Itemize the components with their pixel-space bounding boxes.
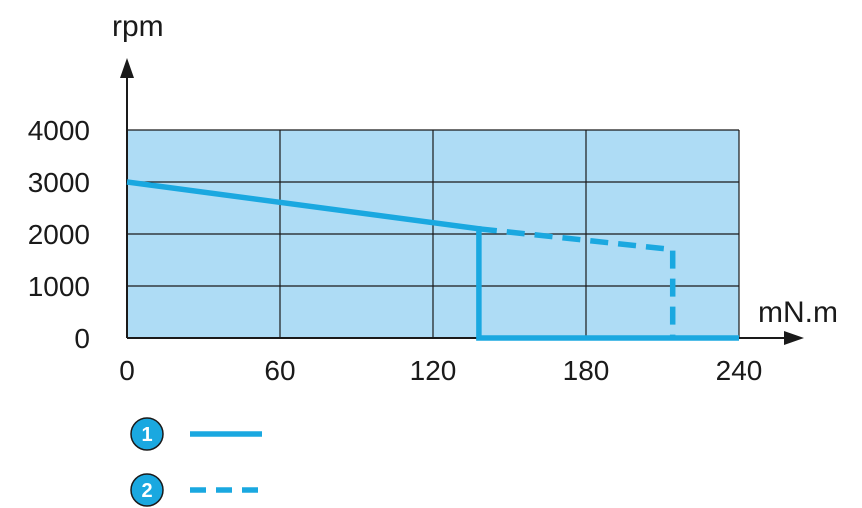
legend: 12	[130, 417, 262, 507]
series-layer	[126, 179, 739, 341]
legend-badge	[130, 417, 164, 451]
legend-badge-number: 2	[141, 480, 152, 502]
tick-labels: 0 1000 2000 3000 4000 0 60 120 180 240	[28, 115, 763, 386]
y-axis-arrow	[120, 58, 134, 78]
legend-badge-number: 1	[141, 424, 152, 446]
x-axis-arrow	[784, 331, 804, 345]
x-tick-label: 60	[264, 355, 295, 386]
series-line-2	[478, 226, 676, 338]
legend-badge	[130, 473, 164, 507]
y-tick-label: 0	[74, 323, 90, 354]
x-axis-label: mN.m	[758, 296, 838, 329]
x-tick-label: 120	[410, 355, 457, 386]
x-tick-label: 180	[563, 355, 610, 386]
x-tick-label: 0	[119, 355, 135, 386]
series-line-1	[126, 179, 739, 341]
y-axis-label: rpm	[112, 10, 164, 43]
y-tick-label: 4000	[28, 115, 90, 146]
legend-item-2: 2	[130, 473, 262, 507]
y-tick-label: 1000	[28, 271, 90, 302]
legend-item-1: 1	[130, 417, 262, 451]
x-tick-label: 240	[716, 355, 763, 386]
y-tick-label: 2000	[28, 219, 90, 250]
y-tick-label: 3000	[28, 167, 90, 198]
